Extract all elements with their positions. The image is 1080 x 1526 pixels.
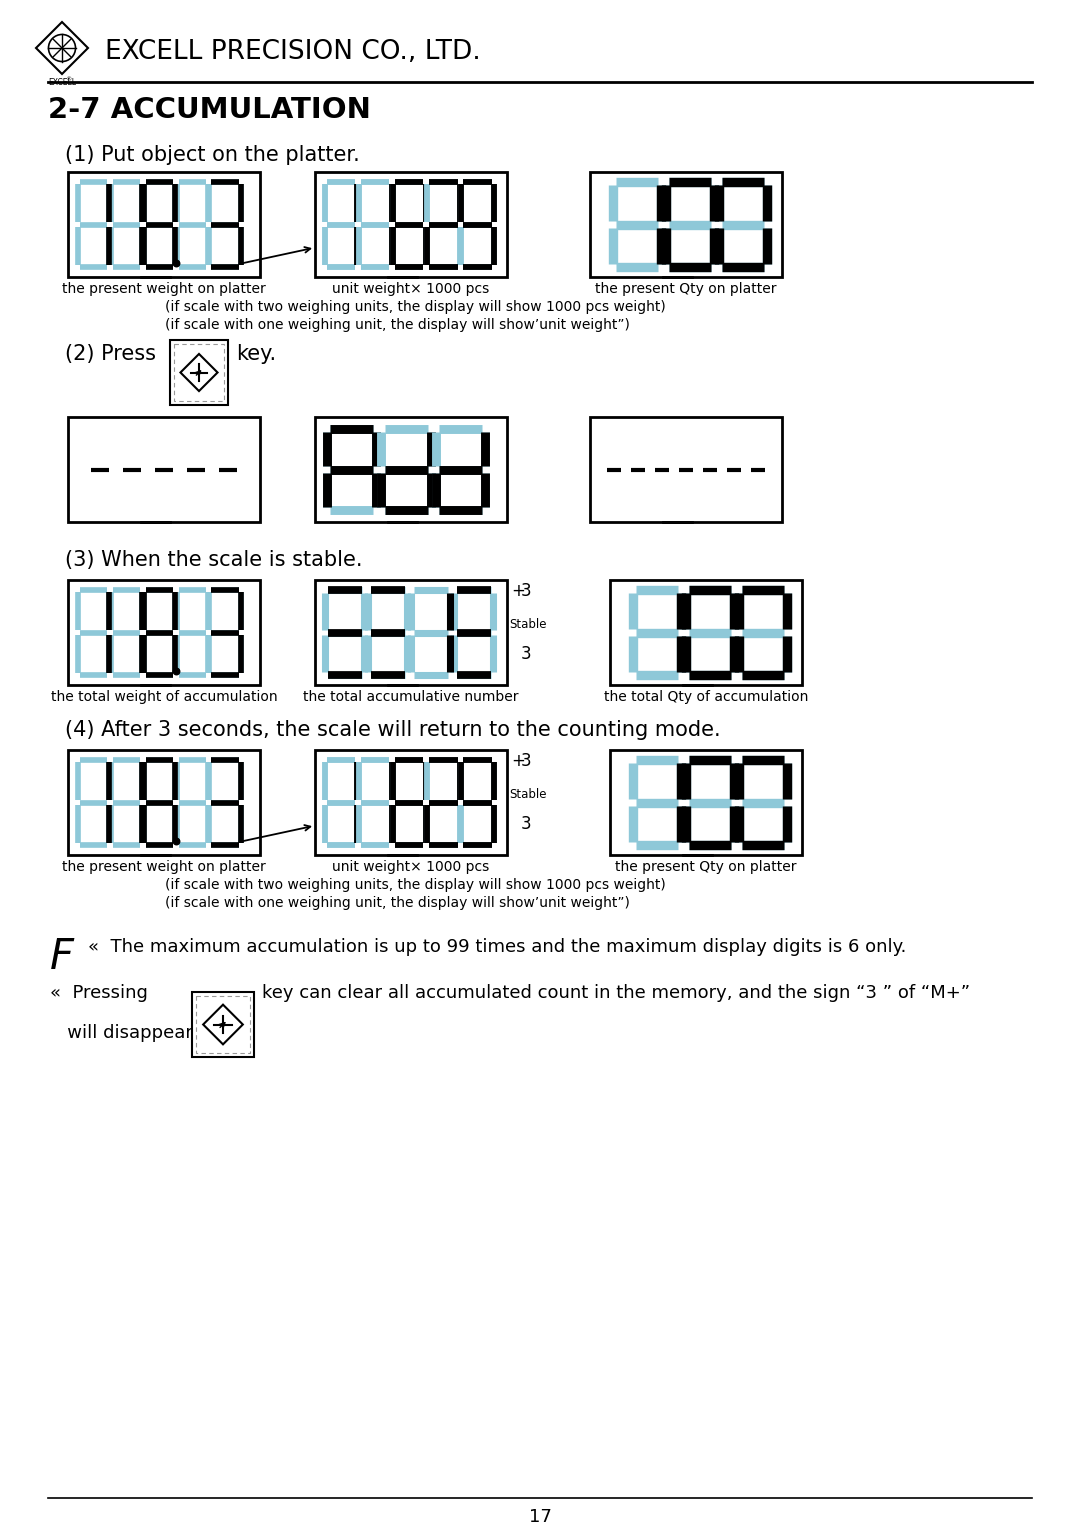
Text: (if scale with two weighing units, the display will show 1000 pcs weight): (if scale with two weighing units, the d… [165,301,665,314]
Bar [68,172,260,278]
Text: the present Qty on platter: the present Qty on platter [616,861,797,874]
Text: (if scale with one weighing unit, the display will show’unit weight”): (if scale with one weighing unit, the di… [165,896,630,909]
Text: (1) Put object on the platter.: (1) Put object on the platter. [65,145,360,165]
Text: unit weight× 1000 pcs: unit weight× 1000 pcs [333,861,489,874]
Bar [315,580,507,685]
Text: ®: ® [65,76,71,82]
Bar [315,172,507,278]
Text: 2-7 ACCUMULATION: 2-7 ACCUMULATION [48,96,370,124]
Bar [68,417,260,522]
Text: EXCELL PRECISION CO., LTD.: EXCELL PRECISION CO., LTD. [105,40,481,66]
Text: Stable: Stable [509,787,546,801]
Text: the present Qty on platter: the present Qty on platter [595,282,777,296]
Bar [68,580,260,685]
Text: 3: 3 [521,581,531,600]
Bar [315,749,507,855]
Bar [590,417,782,522]
Bar [68,749,260,855]
Text: the present weight on platter: the present weight on platter [63,282,266,296]
Text: «  The maximum accumulation is up to 99 times and the maximum display digits is : « The maximum accumulation is up to 99 t… [87,938,906,955]
Bar [170,340,228,404]
Bar [174,343,224,401]
Bar [590,172,782,278]
Text: unit weight× 1000 pcs: unit weight× 1000 pcs [333,282,489,296]
Text: 3: 3 [521,752,531,771]
Text: the total Qty of accumulation: the total Qty of accumulation [604,690,808,703]
Text: (if scale with one weighing unit, the display will show’unit weight”): (if scale with one weighing unit, the di… [165,317,630,333]
Bar [195,996,249,1053]
Text: (3) When the scale is stable.: (3) When the scale is stable. [65,549,363,571]
Text: F: F [50,935,75,978]
Text: key can clear all accumulated count in the memory, and the sign “3 ” of “M+”: key can clear all accumulated count in t… [262,984,970,1003]
Bar [315,417,507,522]
Text: «  Pressing: « Pressing [50,984,148,1003]
Text: the total accumulative number: the total accumulative number [303,690,518,703]
Text: (2) Press: (2) Press [65,343,156,365]
Text: 3: 3 [521,815,531,833]
Text: EXCELL: EXCELL [48,78,76,87]
Text: +: + [511,752,525,771]
Text: Stable: Stable [509,618,546,630]
Text: +: + [511,581,525,600]
Bar [192,992,254,1058]
Bar [610,580,802,685]
Bar [610,749,802,855]
Text: will disappear.: will disappear. [50,1024,197,1042]
Text: key.: key. [237,343,276,365]
Text: the present weight on platter: the present weight on platter [63,861,266,874]
Text: 17: 17 [528,1508,552,1526]
Text: 3: 3 [521,645,531,664]
Text: (if scale with two weighing units, the display will show 1000 pcs weight): (if scale with two weighing units, the d… [165,877,665,893]
Text: (4) After 3 seconds, the scale will return to the counting mode.: (4) After 3 seconds, the scale will retu… [65,720,720,740]
Text: the total weight of accumulation: the total weight of accumulation [51,690,278,703]
